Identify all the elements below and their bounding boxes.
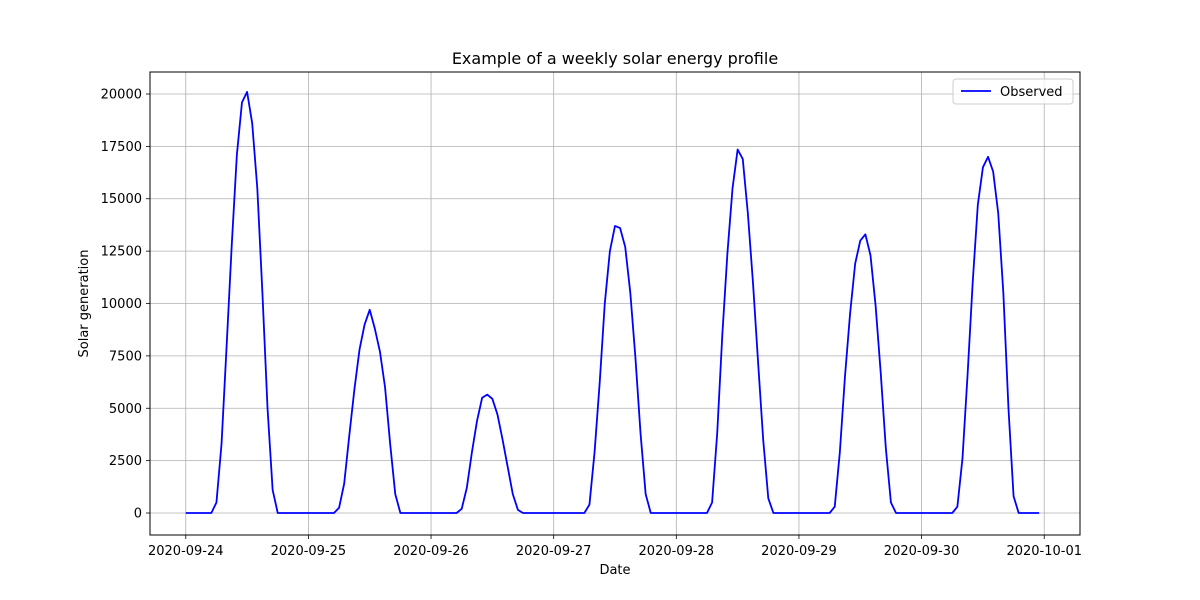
x-tick-label: 2020-09-24 <box>148 544 224 559</box>
series-line-observed <box>185 91 1040 514</box>
x-axis-title: Date <box>599 563 630 578</box>
y-tick-label: 0 <box>134 507 142 522</box>
x-tick-label: 2020-09-26 <box>393 544 469 559</box>
chart-title: Example of a weekly solar energy profile <box>452 49 778 68</box>
legend-box <box>952 78 1074 105</box>
x-tick-label: 2020-09-27 <box>516 544 592 559</box>
x-tick-label: 2020-09-29 <box>761 544 837 559</box>
plot-lines <box>185 91 1040 514</box>
x-axis-ticks: 2020-09-24 2020-09-25 2020-09-26 2020-09-27… <box>148 535 1082 559</box>
y-tick-label: 5000 <box>109 402 142 417</box>
y-tick-label: 7500 <box>109 349 142 364</box>
y-tick-label: 12500 <box>101 245 142 260</box>
x-tick-label: 2020-10-01 <box>1006 544 1082 559</box>
y-tick-label: 20000 <box>101 87 142 102</box>
y-tick-label: 15000 <box>101 192 142 207</box>
x-tick-label: 2020-09-25 <box>271 544 347 559</box>
y-tick-label: 17500 <box>101 140 142 155</box>
y-tick-label: 10000 <box>101 297 142 312</box>
y-axis-title: Solar generation <box>77 250 92 358</box>
x-tick-label: 2020-09-28 <box>639 544 715 559</box>
y-tick-label: 2500 <box>109 454 142 469</box>
legend: Observed <box>952 78 1074 105</box>
y-axis-ticks: 0 2500 5000 7500 10000 12500 15000 17500 20000 <box>101 87 150 522</box>
legend-series-label: Observed <box>1000 85 1063 100</box>
x-tick-label: 2020-09-30 <box>884 544 960 559</box>
